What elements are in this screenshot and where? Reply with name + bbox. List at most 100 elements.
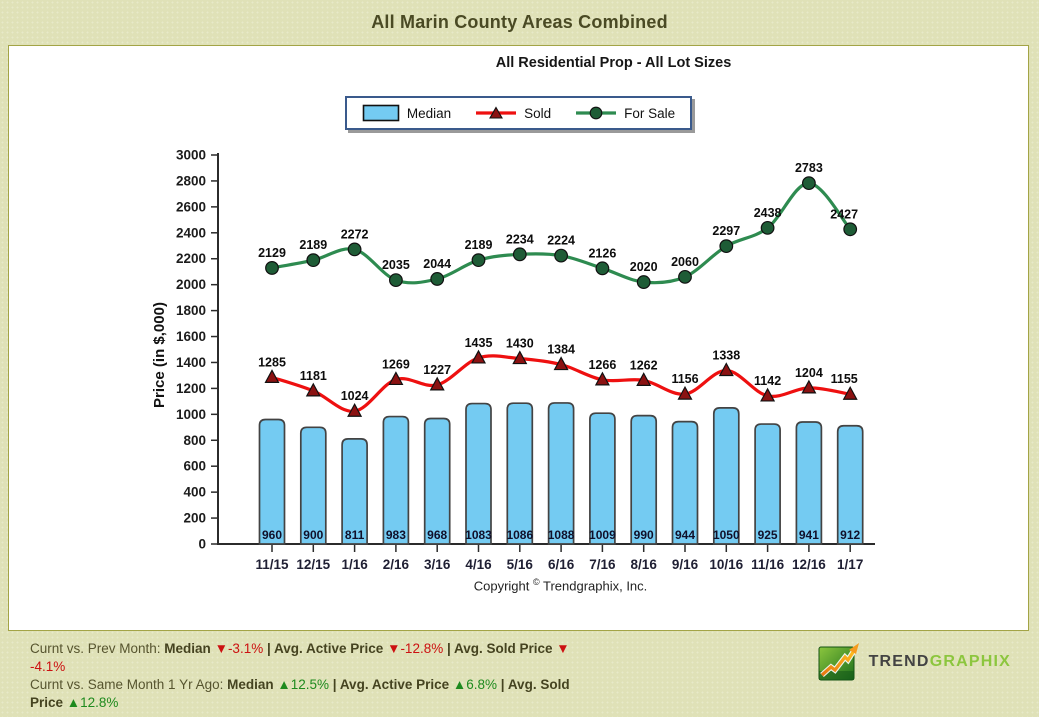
sold-line-icon bbox=[475, 105, 517, 121]
sold-marker bbox=[347, 402, 363, 417]
median-bar bbox=[506, 402, 534, 545]
sold-value-label: 1156 bbox=[671, 372, 698, 386]
for-sale-value-label: 2129 bbox=[258, 246, 286, 260]
for-sale-value-label: 2035 bbox=[382, 258, 410, 272]
svg-text:3000: 3000 bbox=[176, 148, 206, 163]
for-sale-marker bbox=[843, 222, 858, 237]
svg-text:8/16: 8/16 bbox=[631, 557, 658, 572]
for-sale-value-label: 2438 bbox=[754, 206, 782, 220]
sold-value-label: 1227 bbox=[423, 363, 451, 377]
for-sale-marker bbox=[595, 261, 610, 276]
for-sale-value-label: 2272 bbox=[341, 227, 369, 241]
svg-text:12/16: 12/16 bbox=[792, 557, 826, 572]
for-sale-value-label: 2234 bbox=[506, 232, 534, 246]
svg-text:11/16: 11/16 bbox=[751, 557, 785, 572]
median-bar bbox=[630, 414, 658, 545]
svg-text:11/15: 11/15 bbox=[255, 557, 289, 572]
y-axis: 0 200 400 600 800 1000 1200 1400 1600 1800 2000 220… bbox=[176, 148, 218, 552]
median-bars: 960 900 811 983 968 1083 1086 1088 1009 990 944 105… bbox=[258, 402, 864, 545]
for-sale-marker bbox=[430, 272, 445, 286]
svg-text:1000: 1000 bbox=[176, 407, 206, 422]
median-bar bbox=[547, 402, 575, 545]
svg-text:12/15: 12/15 bbox=[296, 557, 330, 572]
svg-text:1800: 1800 bbox=[176, 303, 206, 318]
for-sale-marker bbox=[265, 261, 279, 275]
stat-line: Price ▲12.8% bbox=[30, 695, 119, 710]
bar-value-label: 1086 bbox=[506, 528, 533, 542]
sold-marker bbox=[512, 350, 528, 365]
bar-value-label: 1088 bbox=[548, 528, 575, 542]
sold-marker bbox=[470, 349, 487, 364]
median-bar bbox=[423, 417, 451, 545]
for-sale-value-label: 2297 bbox=[712, 224, 740, 238]
median-bar bbox=[589, 412, 616, 545]
for-sale-value-label: 2020 bbox=[630, 260, 658, 274]
median-bar bbox=[341, 437, 368, 545]
for-sale-value-label: 2427 bbox=[830, 207, 858, 221]
legend-label-for-sale: For Sale bbox=[624, 105, 676, 121]
legend-item-sold: Sold bbox=[475, 105, 551, 121]
svg-text:0: 0 bbox=[198, 537, 206, 552]
sold-value-label: 1435 bbox=[465, 336, 493, 350]
svg-text:600: 600 bbox=[183, 459, 206, 474]
svg-text:800: 800 bbox=[183, 433, 206, 448]
for-sale-marker bbox=[636, 275, 651, 289]
sold-value-label: 1430 bbox=[506, 337, 534, 351]
svg-text:2400: 2400 bbox=[176, 225, 206, 240]
svg-text:400: 400 bbox=[183, 485, 206, 500]
for-sale-marker bbox=[389, 273, 403, 288]
svg-text:2000: 2000 bbox=[176, 277, 206, 292]
sold-marker bbox=[677, 385, 693, 400]
bar-value-label: 925 bbox=[758, 528, 778, 542]
median-bar bbox=[795, 421, 823, 545]
sold-value-label: 1181 bbox=[300, 369, 327, 383]
for-sale-value-label: 2044 bbox=[423, 257, 451, 271]
median-bar bbox=[836, 424, 864, 545]
bar-value-label: 968 bbox=[427, 528, 447, 542]
svg-text:2200: 2200 bbox=[176, 251, 206, 266]
for-sale-marker bbox=[512, 247, 527, 262]
for-sale-marker bbox=[347, 242, 362, 257]
trendgraphix-logo-text: TRENDGRAPHIX bbox=[868, 653, 1011, 670]
sold-marker bbox=[842, 385, 858, 400]
for-sale-marker bbox=[719, 239, 734, 254]
for-sale-series: 2129 2189 2272 2035 2044 2189 2234 2224 2126 2020… bbox=[258, 161, 858, 289]
svg-text:4/16: 4/16 bbox=[465, 557, 492, 572]
svg-text:9/16: 9/16 bbox=[672, 557, 699, 572]
legend-wrap: Median Sold For Sale bbox=[9, 96, 1028, 130]
x-axis: 11/15 12/15 1/16 2/16 3/16 4/16 5/16 6/16 7/16 8/… bbox=[255, 545, 863, 572]
page-title: All Marin County Areas Combined bbox=[371, 12, 668, 32]
chart-plot: 0 200 400 600 800 1000 1200 1400 1600 1800 2000 220… bbox=[151, 148, 875, 572]
trendgraphix-logo-icon bbox=[818, 643, 859, 681]
svg-text:1/17: 1/17 bbox=[837, 557, 863, 572]
svg-text:5/16: 5/16 bbox=[507, 557, 534, 572]
footer: Curnt vs. Prev Month: Median ▼-3.1% | Av… bbox=[0, 633, 1039, 717]
stat-line: Curnt vs. Same Month 1 Yr Ago: Median ▲1… bbox=[30, 677, 570, 692]
svg-text:7/16: 7/16 bbox=[589, 557, 616, 572]
svg-text:200: 200 bbox=[183, 511, 206, 526]
sold-value-label: 1204 bbox=[795, 366, 823, 380]
copyright-text: Copyright © Trendgraphix, Inc. bbox=[473, 577, 648, 594]
median-bar bbox=[299, 426, 327, 545]
sold-marker bbox=[594, 371, 610, 386]
for-sale-marker bbox=[760, 220, 775, 235]
bar-value-label: 990 bbox=[634, 528, 654, 542]
for-sale-marker bbox=[471, 253, 486, 268]
trendgraphix-logo: TRENDGRAPHIX bbox=[818, 640, 1011, 684]
median-bar bbox=[382, 415, 410, 545]
sold-value-label: 1142 bbox=[754, 374, 781, 388]
y-axis-title: Price (in $,000) bbox=[151, 302, 168, 408]
median-bar bbox=[754, 423, 781, 545]
median-bar bbox=[671, 420, 699, 545]
svg-text:1600: 1600 bbox=[176, 329, 206, 344]
svg-text:3/16: 3/16 bbox=[424, 557, 451, 572]
sold-marker bbox=[429, 376, 445, 391]
for-sale-line-icon bbox=[575, 105, 617, 121]
for-sale-marker bbox=[306, 253, 321, 268]
chart-panel: All Residential Prop - All Lot Sizes Med… bbox=[8, 45, 1029, 631]
for-sale-marker bbox=[554, 248, 568, 263]
sold-value-label: 1269 bbox=[382, 357, 410, 371]
legend: Median Sold For Sale bbox=[344, 96, 693, 130]
for-sale-value-label: 2060 bbox=[671, 255, 699, 269]
for-sale-marker bbox=[678, 269, 692, 284]
